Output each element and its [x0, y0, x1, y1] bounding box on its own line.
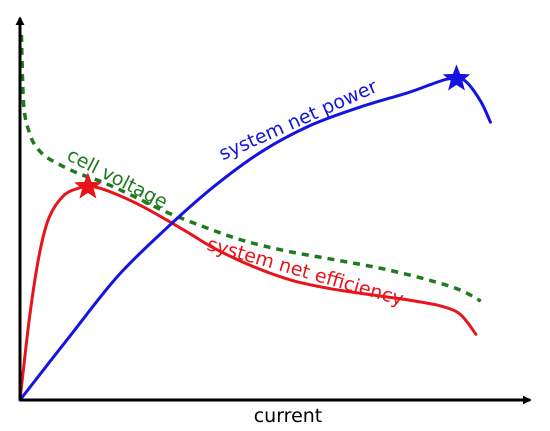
series-layer	[18, 34, 492, 402]
series-line-system-net-efficiency	[18, 185, 478, 402]
series-label-system-net-efficiency: system net efficiency	[205, 233, 406, 310]
star-marker-system-net-efficiency	[74, 172, 102, 199]
marker-layer	[74, 64, 471, 199]
star-marker-system-net-power	[442, 64, 471, 91]
series-label-cell-voltage: cell voltage	[63, 144, 171, 213]
series-line-cell-voltage	[19, 34, 482, 303]
x-axis-label: current	[254, 405, 323, 427]
series-label-system-net-power: system net power	[216, 76, 381, 166]
